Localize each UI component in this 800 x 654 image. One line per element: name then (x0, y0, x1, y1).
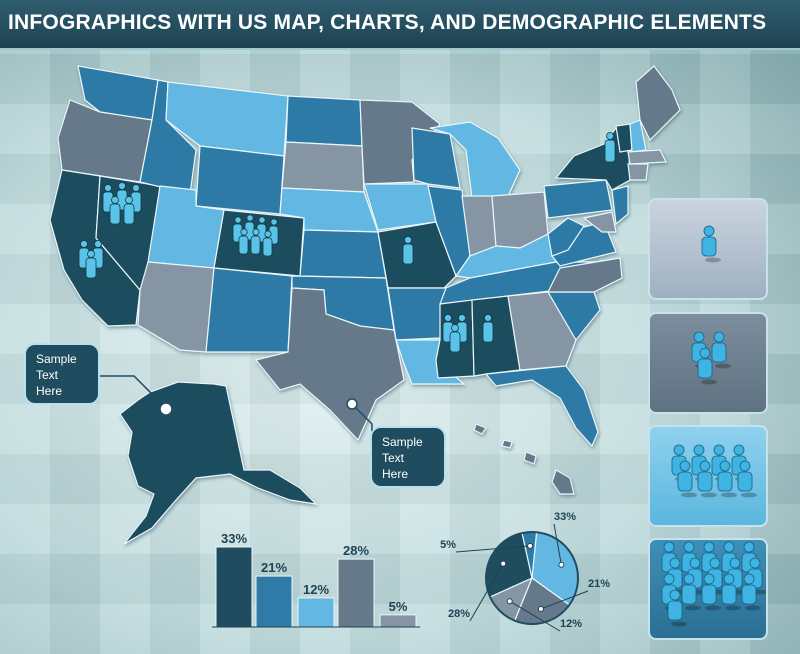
people-group-icon (102, 182, 142, 225)
person-icon (737, 460, 757, 498)
state-wisconsin (411, 127, 461, 189)
bar (337, 558, 375, 628)
callout-connectors (96, 375, 373, 434)
state-west-virginia (547, 217, 585, 257)
pie-value-label: 12% (560, 618, 582, 630)
title-bar: INFOGRAPHICS WITH US MAP, CHARTS, AND DE… (0, 0, 800, 50)
bar-value-label: 5% (389, 599, 408, 614)
person-icon (681, 573, 701, 611)
pie-leader-dot (500, 560, 507, 567)
person-icon (677, 460, 697, 498)
person-icon (701, 573, 721, 611)
pie-leader-line (455, 545, 531, 553)
pie-leader-dot (558, 561, 565, 568)
state-maryland (582, 211, 617, 233)
panel-people-graphic (701, 225, 721, 263)
state-new-jersey (611, 185, 629, 226)
state-new-mexico (205, 267, 293, 353)
people-group-icon (442, 314, 468, 353)
state-pennsylvania (543, 179, 613, 219)
people-group-icon (78, 240, 104, 279)
pie-leader-line (509, 600, 561, 632)
pie-chart: 33% 21% 12% 28% 5% (440, 511, 610, 632)
bar (255, 575, 293, 628)
state-new-hampshire (629, 119, 647, 153)
bar-value-label: 28% (343, 543, 369, 558)
person-icon (741, 573, 761, 611)
pie-value-label: 5% (440, 539, 456, 551)
pie-value-label: 33% (554, 511, 576, 523)
state-south-dakota (281, 141, 365, 193)
callout-text-line: Sample (382, 435, 423, 449)
pie-value-label: 21% (588, 578, 610, 590)
person-icon (711, 331, 731, 369)
bar (379, 614, 417, 628)
person-icon (604, 132, 616, 163)
pie-outline (485, 531, 579, 625)
bar-value-label: 33% (221, 531, 247, 546)
panel-people-graphic (661, 541, 766, 627)
state-missouri (377, 221, 457, 289)
callout-text-line: Here (382, 467, 409, 481)
pie-leader-dot (506, 598, 513, 605)
map-people-markers (78, 132, 616, 353)
bar (297, 597, 335, 628)
pie-leader-line (469, 563, 504, 622)
callout-box-right: Sample Text Here (372, 428, 444, 486)
person-icon (717, 460, 737, 498)
callout-line (351, 403, 373, 434)
person-icon (701, 225, 721, 263)
person-icon (697, 347, 717, 385)
bar-value-label: 21% (261, 560, 287, 575)
callout-markers (159, 398, 358, 416)
demographic-panel-2 (648, 312, 768, 414)
state-wyoming (195, 145, 285, 215)
pie-value-label: 28% (448, 608, 470, 620)
state-massachusetts (627, 149, 667, 165)
state-kansas (299, 229, 387, 279)
pie-leader-line (540, 590, 589, 610)
bar (215, 546, 253, 628)
bar-value-label: 12% (303, 582, 329, 597)
demographic-panel-1 (648, 198, 768, 300)
callout-box-left: Sample Text Here (26, 345, 98, 403)
people-group-icon (232, 214, 279, 257)
state-florida (484, 365, 599, 448)
callout-text-line: Sample (36, 352, 77, 366)
callout-dot (159, 402, 173, 416)
callout-dot (346, 398, 358, 410)
person-icon (402, 236, 414, 265)
demographic-panel-4 (648, 538, 768, 640)
state-north-carolina (547, 257, 623, 293)
person-icon (721, 573, 741, 611)
callout-text-line: Here (36, 384, 63, 398)
panel-people-graphic (691, 331, 731, 385)
hawaii-island (473, 423, 487, 435)
state-north-dakota (285, 95, 363, 147)
callout-text-line: Text (382, 451, 405, 465)
pie-leader-line (553, 523, 562, 565)
person-icon (697, 460, 717, 498)
state-maine (635, 65, 681, 142)
demographic-panel-3 (648, 425, 768, 527)
person-icon (482, 314, 494, 343)
bar-chart: 33% 21% 12% 28% 5% (212, 531, 420, 628)
person-icon (667, 589, 687, 627)
state-connecticut (627, 163, 649, 181)
hawaii-island (501, 439, 513, 449)
callout-text-line: Text (36, 368, 59, 382)
state-arkansas (387, 287, 447, 341)
state-minnesota (359, 99, 441, 185)
state-arizona (137, 261, 215, 353)
state-hawaii (551, 469, 575, 495)
pie-leader-dot (527, 542, 534, 549)
callout-line (96, 375, 167, 409)
state-alaska (119, 381, 318, 545)
hawaii-island (523, 451, 537, 465)
panel-people-graphic (671, 444, 757, 498)
page-title: INFOGRAPHICS WITH US MAP, CHARTS, AND DE… (8, 11, 767, 34)
pie-leader-dot (537, 605, 544, 612)
